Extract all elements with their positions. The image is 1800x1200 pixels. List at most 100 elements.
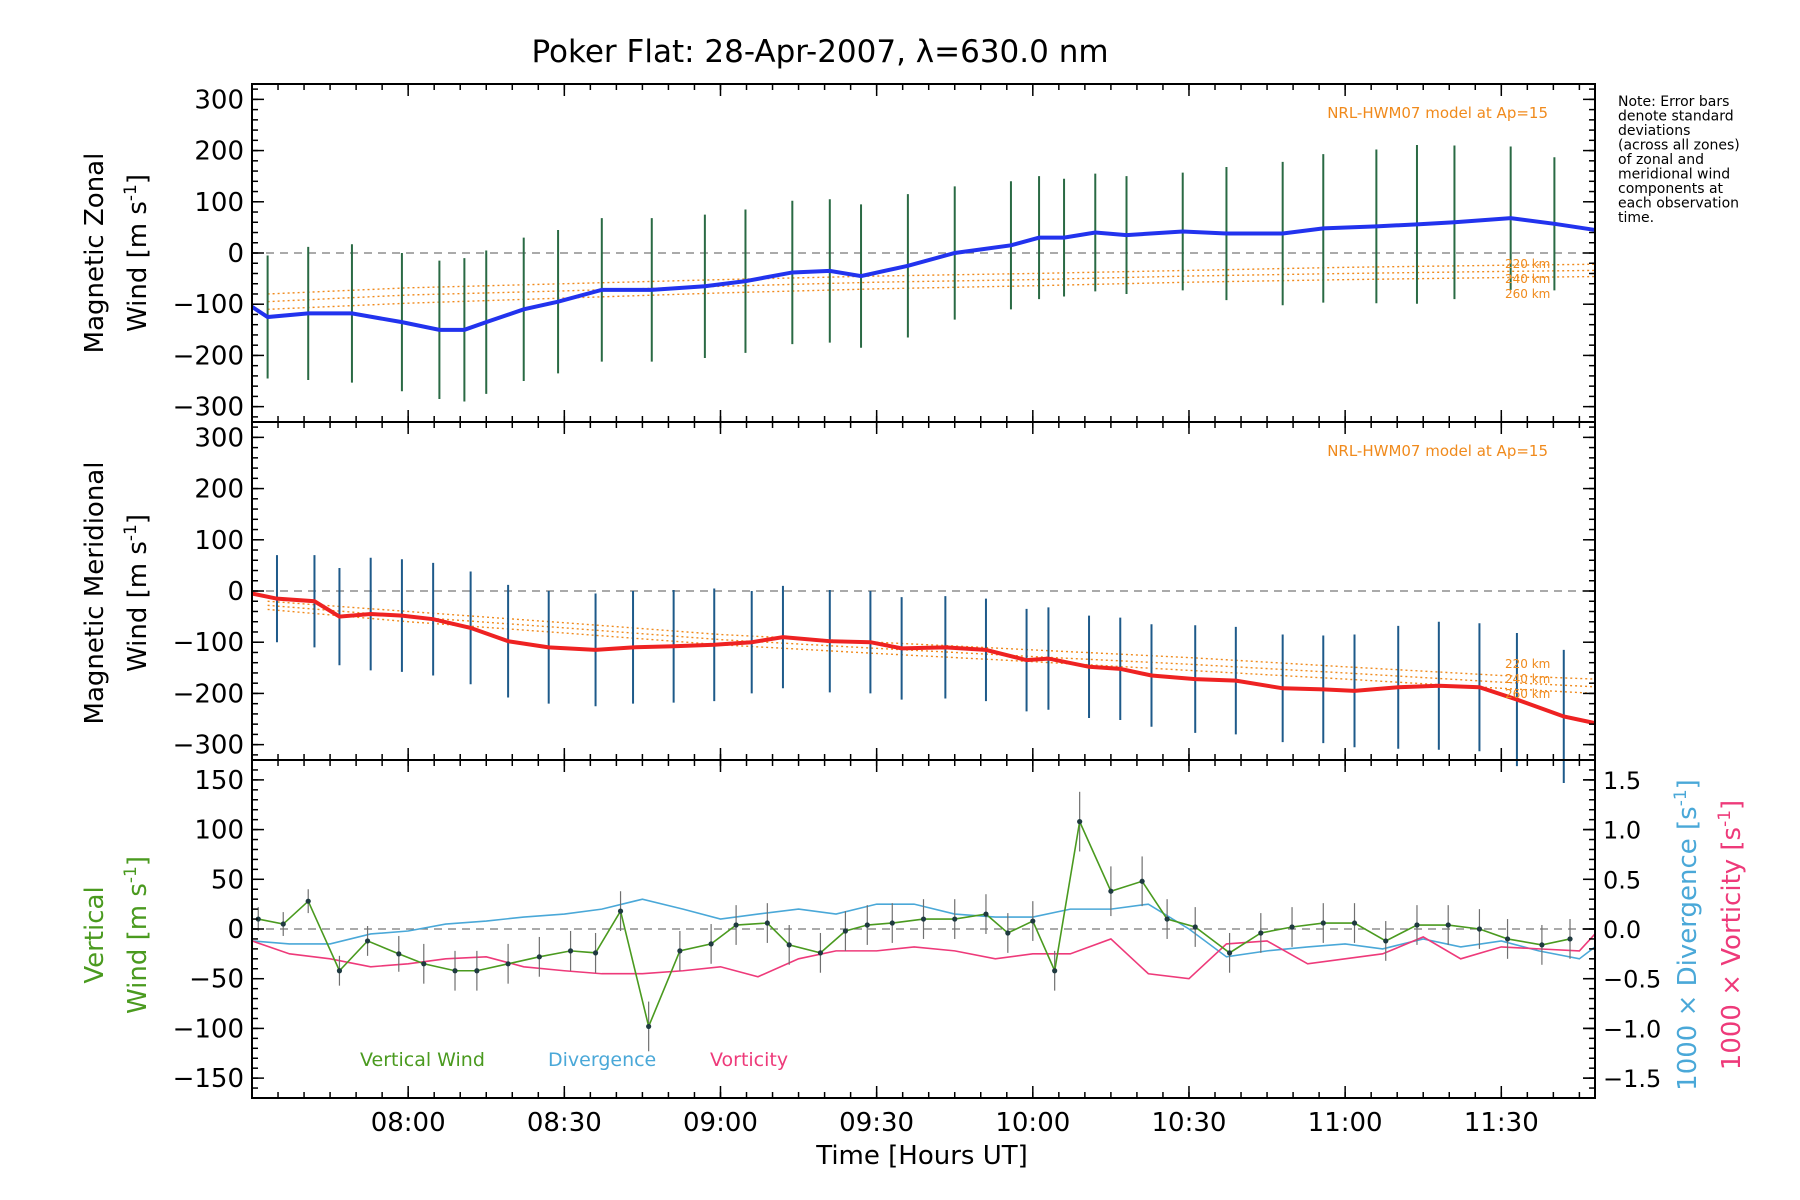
legend-divergence: Divergence xyxy=(548,1049,656,1071)
vertical-wind-point xyxy=(1539,942,1545,948)
divergence-axis-label: 1000 × Divergence [s-1] xyxy=(1671,779,1703,1091)
zonal-alt-260: 260 km xyxy=(1505,287,1550,301)
vertical-wind-point xyxy=(677,948,683,954)
vertical-wind-point xyxy=(364,938,371,944)
vertical-ylabel-exp: -1 xyxy=(121,866,141,883)
vertical-wind-point xyxy=(1052,968,1058,974)
zonal-ytick-label: 200 xyxy=(194,137,244,167)
vertical-wind-point xyxy=(1108,888,1114,894)
vertical-wind-point xyxy=(1258,930,1264,936)
divergence-axis-exp: -1 xyxy=(1671,789,1691,806)
divergence-axis-close: ] xyxy=(1673,779,1703,789)
x-tick-label: 10:00 xyxy=(995,1108,1070,1138)
zonal-alt-240: 240 km xyxy=(1505,272,1550,286)
note-line: (across all zones) xyxy=(1618,138,1740,154)
note-line: each observation xyxy=(1618,196,1739,212)
meridional-panel: −300 −200 −100 0 100 200 300 NRL-HWM07 model a… xyxy=(80,421,1596,788)
right-ytick-label: 1.5 xyxy=(1603,767,1641,795)
right-ytick-label: −1.0 xyxy=(1603,1015,1661,1043)
vertical-wind-point xyxy=(1383,938,1389,944)
meridional-ylabel-exp: -1 xyxy=(121,524,141,541)
vertical-wind-point xyxy=(1320,920,1326,926)
vertical-wind-point xyxy=(1414,922,1420,928)
meridional-ytick-label: −300 xyxy=(173,731,244,761)
note-line: denote standard xyxy=(1618,109,1734,125)
x-tick-label: 08:00 xyxy=(371,1108,446,1138)
vertical-ytick-label: −150 xyxy=(173,1064,244,1094)
time-x-axis: 08:00 08:30 09:00 09:30 10:00 10:30 11:00 11:30 xyxy=(371,1108,1539,1138)
vertical-wind-point xyxy=(421,961,427,967)
vertical-ytick-label: −100 xyxy=(173,1014,244,1044)
zonal-ylabel-close: ] xyxy=(123,174,153,184)
vertical-wind-point xyxy=(396,951,402,957)
vertical-wind-point xyxy=(864,922,870,928)
zonal-ytick-label: −100 xyxy=(173,290,244,320)
vertical-wind-point xyxy=(817,950,824,956)
right-ytick-label: −1.5 xyxy=(1603,1065,1661,1093)
vertical-wind-point xyxy=(536,954,542,960)
right-ytick-label: −0.5 xyxy=(1603,966,1661,994)
vertical-ylabel-line2: Wind [m s-1] xyxy=(121,856,153,1014)
zonal-plot-area xyxy=(250,144,1596,402)
vorticity-axis-text: 1000 × Vorticity [s xyxy=(1717,827,1747,1070)
zonal-ytick-label: 100 xyxy=(194,188,244,218)
meridional-ytick-label: 0 xyxy=(227,577,244,607)
vertical-wind-point xyxy=(1289,924,1295,930)
vertical-wind-point xyxy=(708,941,714,947)
meridional-ytick-label: 300 xyxy=(194,423,244,453)
meridional-wind-line xyxy=(251,591,1596,726)
zonal-ytick-label: −300 xyxy=(173,393,244,423)
vorticity-axis-exp: -1 xyxy=(1715,810,1735,827)
meridional-ytick-label: 100 xyxy=(194,526,244,556)
note-line: meridional wind xyxy=(1618,167,1730,183)
vertical-ytick-label: 150 xyxy=(194,766,244,796)
x-tick-label: 11:00 xyxy=(1308,1108,1383,1138)
note-line: of zonal and xyxy=(1618,152,1704,168)
vertical-wind-point xyxy=(1351,920,1358,926)
meridional-alt-260: 260 km xyxy=(1505,687,1550,701)
zonal-model-label: NRL-HWM07 model at Ap=15 xyxy=(1327,104,1548,122)
vertical-wind-point xyxy=(952,916,958,922)
zonal-ylabel-line1: Magnetic Zonal xyxy=(80,153,110,354)
vertical-wind-point xyxy=(983,911,989,917)
vertical-wind-point xyxy=(1504,936,1511,942)
zonal-ytick-label: 0 xyxy=(227,239,244,269)
vertical-wind-point xyxy=(592,950,599,956)
vertical-wind-point xyxy=(764,920,770,926)
x-tick-label: 09:00 xyxy=(683,1108,758,1138)
note-line: Note: Error bars xyxy=(1618,94,1729,110)
zonal-alt-220: 220 km xyxy=(1505,257,1550,271)
note-line: deviations xyxy=(1618,123,1690,139)
meridional-ylabel-close: ] xyxy=(123,514,153,524)
meridional-ytick-label: 200 xyxy=(194,475,244,505)
meridional-ytick-label: −200 xyxy=(173,679,244,709)
x-tick-label: 10:30 xyxy=(1152,1108,1227,1138)
vertical-wind-point xyxy=(280,921,286,927)
vertical-wind-point xyxy=(1567,936,1573,942)
vertical-wind-point xyxy=(1445,922,1451,928)
meridional-ytick-label: −100 xyxy=(173,628,244,658)
vertical-wind-point xyxy=(646,1023,652,1030)
vertical-y-axis: −150 −100 −50 0 50 100 150 xyxy=(173,759,1595,1099)
vertical-ylabel-line1: Vertical xyxy=(80,886,110,983)
zonal-model-curve-1 xyxy=(267,263,1596,295)
meridional-model-label: NRL-HWM07 model at Ap=15 xyxy=(1327,442,1548,460)
vorticity-line xyxy=(251,933,1596,980)
zonal-wind-line xyxy=(250,216,1596,332)
vertical-wind-point xyxy=(305,898,311,904)
zonal-model-curve-2 xyxy=(267,269,1596,303)
vertical-wind-point xyxy=(1030,918,1036,924)
zonal-ytick-label: 300 xyxy=(194,85,244,115)
vertical-wind-point xyxy=(617,908,624,914)
meridional-alt-220: 220 km xyxy=(1505,657,1550,671)
vertical-ytick-label: 50 xyxy=(211,865,244,895)
divergence-axis-text: 1000 × Divergence [s xyxy=(1673,806,1703,1091)
zonal-ylabel-line2: Wind [m s-1] xyxy=(121,174,153,332)
vertical-wind-point xyxy=(1226,950,1233,956)
vertical-wind-point xyxy=(452,968,458,974)
x-tick-label: 09:30 xyxy=(839,1108,914,1138)
vertical-wind-point xyxy=(505,961,511,967)
meridional-ylabel-text: Wind [m s xyxy=(123,541,153,672)
meridional-plot-area xyxy=(251,555,1596,788)
vertical-ytick-label: 100 xyxy=(194,816,244,846)
